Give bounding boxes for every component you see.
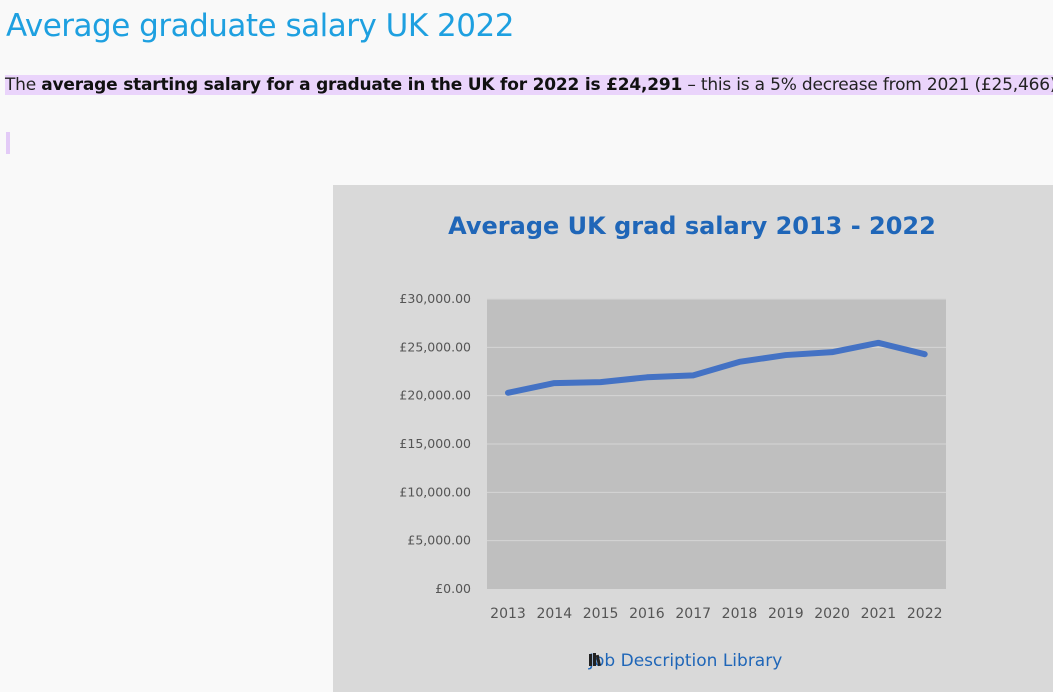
x-tick-label: 2019	[768, 606, 804, 622]
x-tick-label: 2016	[629, 606, 665, 622]
x-tick-label: 2020	[814, 606, 850, 622]
data-point	[785, 354, 787, 356]
intro-paragraph: The average starting salary for a gradua…	[5, 75, 1053, 95]
chart-card: Average UK grad salary 2013 - 2022 £0.00…	[333, 185, 1053, 692]
data-point	[831, 351, 833, 353]
y-tick-label: £25,000.00	[399, 339, 471, 354]
x-axis-ticks: 2013 2014 2015 2016 2017 2018 2019 2020 2021 2022	[490, 606, 942, 622]
brand-label: Job Description Library	[589, 651, 783, 671]
chart-title: Average UK grad salary 2013 - 2022	[448, 212, 936, 240]
y-tick-label: £15,000.00	[399, 436, 471, 451]
series-layer	[505, 339, 928, 396]
data-point	[739, 361, 740, 363]
x-tick-label: 2013	[490, 606, 526, 622]
data-point	[600, 381, 602, 383]
intro-prefix: The	[5, 75, 42, 95]
x-tick-label: 2021	[861, 606, 897, 622]
x-tick-label: 2015	[583, 606, 619, 622]
data-point	[877, 342, 879, 344]
text-cursor-marker	[6, 132, 10, 154]
x-tick-label: 2017	[675, 606, 711, 622]
y-tick-label: £0.00	[435, 581, 471, 596]
y-tick-label: £5,000.00	[407, 533, 471, 548]
series-line	[505, 339, 928, 396]
data-point	[692, 374, 694, 376]
intro-bold-text: average starting salary for a graduate i…	[41, 75, 683, 95]
x-tick-label: 2022	[907, 606, 943, 622]
data-point	[553, 382, 555, 384]
data-point	[924, 353, 926, 355]
y-axis-ticks: £0.00 £5,000.00 £10,000.00 £15,000.00 £20,00…	[399, 291, 471, 596]
x-tick-label: 2014	[536, 606, 572, 622]
y-tick-label: £10,000.00	[399, 484, 471, 499]
data-point	[646, 376, 648, 378]
gridlines	[487, 298, 946, 542]
y-tick-label: £20,000.00	[399, 388, 471, 403]
page-title: Average graduate salary UK 2022	[6, 8, 514, 44]
x-tick-label: 2018	[722, 606, 758, 622]
data-point	[507, 392, 509, 394]
salary-line-chart: Average UK grad salary 2013 - 2022 £0.00…	[399, 212, 946, 622]
brand-footer[interactable]: Job Description Library	[588, 651, 782, 671]
intro-suffix: – this is a 5% decrease from 2021 (£25,4…	[682, 75, 1053, 95]
y-tick-label: £30,000.00	[399, 291, 471, 306]
